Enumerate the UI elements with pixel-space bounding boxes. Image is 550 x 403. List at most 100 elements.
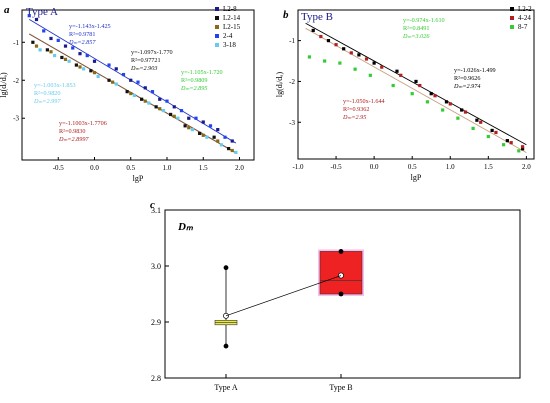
fit-annotation: R²=0.8491: [403, 25, 430, 32]
data-point: [114, 67, 118, 71]
data-point: [372, 61, 376, 65]
data-point: [353, 67, 357, 71]
data-point: [49, 36, 53, 41]
panel-b: -1.0 -0.5 0.0 0.5 1.0 1.5 2.0 -1 -2 -3 lgP lg(dᵢ/dₐ…: [275, 5, 535, 182]
x-tick-label: 2.0: [235, 164, 244, 172]
fit-annotation: y=-1.143x-1.425: [69, 23, 111, 30]
data-point: [230, 148, 234, 153]
data-point: [183, 124, 187, 128]
fit-line: [305, 22, 527, 146]
data-point: [448, 102, 452, 106]
data-point: [132, 93, 136, 98]
data-point: [71, 46, 75, 50]
data-point: [414, 79, 418, 84]
data-point: [158, 97, 162, 101]
data-point: [425, 100, 430, 104]
data-point: [216, 128, 220, 132]
legend-label: L2-8: [223, 5, 237, 13]
data-point: [147, 101, 151, 105]
y-tick-label: 2.8: [151, 374, 161, 383]
data-point: [441, 108, 445, 112]
data-point: [154, 105, 158, 109]
data-point: [399, 73, 403, 77]
data-point: [31, 40, 35, 44]
data-point: [42, 29, 46, 33]
panel-letter: b: [283, 9, 289, 21]
data-point: [89, 69, 93, 73]
data-point: [125, 90, 129, 94]
data-point: [45, 48, 49, 52]
data-point: [456, 116, 460, 120]
legend-marker: [215, 25, 219, 29]
data-point: [150, 90, 155, 94]
fit-annotation: y=-1.050x-1.644: [343, 98, 385, 105]
data-point: [216, 139, 220, 143]
outlier-point: [223, 265, 229, 271]
legend-marker: [510, 7, 514, 11]
data-point: [219, 143, 223, 147]
x-tick-label: Type A: [214, 383, 237, 392]
fit-annotation: Dₘ=2.857: [68, 39, 96, 46]
data-point: [475, 118, 479, 122]
fit-annotation: y=-1.003x-1.853: [34, 82, 76, 89]
data-point: [349, 51, 353, 55]
data-point: [172, 114, 176, 118]
x-axis-label: lgP: [411, 173, 422, 182]
outlier-point: [338, 291, 344, 297]
legend-marker: [215, 34, 219, 38]
data-point: [357, 53, 361, 57]
data-point: [187, 126, 191, 130]
data-point: [486, 134, 490, 139]
data-point: [463, 110, 468, 114]
legend-marker: [510, 25, 514, 29]
legend-label: 2-4: [223, 32, 233, 40]
legend-label: L2-14: [223, 14, 241, 22]
y-tick-label: -1: [13, 39, 19, 47]
data-point: [107, 78, 111, 82]
legend-marker: [215, 43, 219, 47]
panel-title: Dₘ: [177, 221, 194, 233]
panel-title: Type B: [301, 11, 333, 23]
data-point: [201, 133, 205, 137]
fit-annotation: Dₘ=2.997: [33, 98, 61, 105]
data-point: [158, 107, 162, 111]
fit-annotation: R²=0.9781: [69, 31, 96, 38]
fit-line: [29, 33, 237, 154]
data-point: [78, 65, 82, 69]
data-point: [380, 65, 384, 69]
x-tick-label: -1.0: [292, 163, 304, 171]
data-point: [520, 147, 525, 151]
data-point: [165, 99, 169, 103]
data-point: [111, 80, 115, 84]
fit-annotation: R²=0.97721: [131, 57, 161, 64]
fit-annotation: R²=0.9362: [343, 106, 370, 113]
data-point: [136, 80, 140, 84]
x-tick-label: 1.0: [446, 163, 455, 171]
y-axis-label: lg(dᵢ/dₐ): [275, 72, 284, 98]
x-tick-label: 1.0: [163, 164, 172, 172]
legend-label: L2-15: [223, 23, 241, 31]
legend-label: 3-18: [223, 41, 236, 49]
data-point: [60, 55, 64, 60]
data-point: [74, 63, 78, 67]
data-point: [49, 50, 53, 54]
legend-marker: [510, 16, 514, 20]
x-tick-label: 0.5: [408, 163, 417, 171]
y-tick-label: -3: [13, 115, 19, 123]
data-point: [368, 73, 372, 77]
y-tick-label: 2.9: [151, 318, 161, 327]
fit-annotation: Dₘ=2.903: [130, 65, 157, 72]
data-point: [63, 44, 68, 48]
data-point: [517, 149, 521, 153]
data-point: [520, 145, 525, 149]
data-point: [34, 17, 39, 22]
data-point: [395, 69, 399, 73]
data-point: [114, 82, 118, 86]
fit-annotation: y=-1.097x-1.770: [131, 49, 173, 56]
y-tick-label: 3.0: [151, 262, 161, 271]
outlier-point: [223, 343, 229, 349]
data-point: [501, 143, 506, 147]
data-point: [234, 150, 238, 155]
x-axis-label: lgP: [133, 174, 144, 183]
